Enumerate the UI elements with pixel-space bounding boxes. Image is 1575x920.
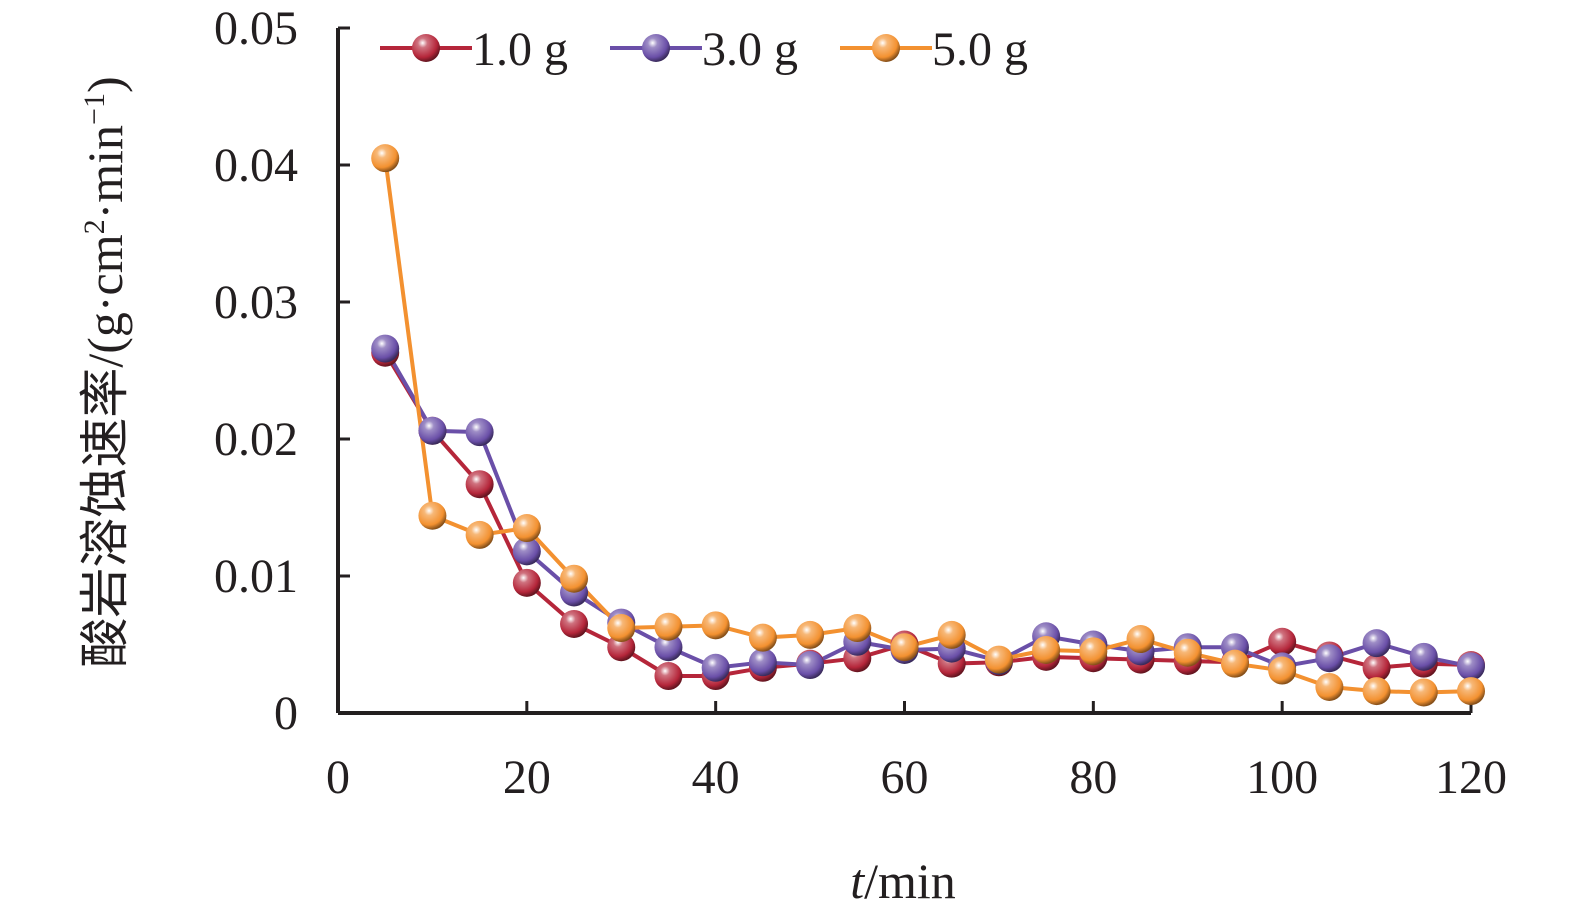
data-point-series-1 <box>560 609 589 638</box>
series-lines <box>383 157 1472 695</box>
legend-label-2: 3.0 g <box>702 23 798 76</box>
data-point-series-1 <box>512 568 541 597</box>
series-line-3 <box>383 157 1472 695</box>
y-tick-label: 0.05 <box>214 2 298 55</box>
data-point-series-3 <box>796 620 825 649</box>
series-markers <box>371 144 1485 707</box>
x-tick-label: 100 <box>1246 751 1318 804</box>
data-point-series-3 <box>748 623 777 652</box>
data-point-series-3 <box>418 501 447 530</box>
data-point-series-3 <box>1079 637 1108 666</box>
data-point-series-1 <box>1362 653 1391 682</box>
data-point-series-1 <box>465 470 494 499</box>
x-tick-label: 20 <box>503 751 551 804</box>
data-point-series-2 <box>1315 644 1344 673</box>
y-axis-title-sup-1: 2 <box>78 219 111 234</box>
y-axis-title-mid: ·min <box>77 125 133 219</box>
data-point-series-3 <box>607 614 636 643</box>
data-point-series-3 <box>654 612 683 641</box>
data-point-series-3 <box>465 520 494 549</box>
x-axis-title: t/min <box>850 853 956 909</box>
data-point-series-3 <box>1268 656 1297 685</box>
data-point-series-3 <box>984 645 1013 674</box>
y-axis-title-sup-2: −1 <box>78 93 111 125</box>
series-line-2 <box>383 347 1472 670</box>
y-tick-label: 0.04 <box>214 139 298 192</box>
data-point-series-3 <box>1409 678 1438 707</box>
y-tick-label: 0.01 <box>214 550 298 603</box>
y-axis-title-end: ) <box>77 76 133 93</box>
y-axis-title: 酸岩溶蚀速率/(g·cm2·min−1) <box>77 76 133 667</box>
x-axis-title-unit: /min <box>864 853 956 909</box>
data-point-series-1 <box>654 662 683 691</box>
data-point-series-3 <box>1126 625 1155 654</box>
data-point-series-3 <box>890 633 919 662</box>
data-point-series-3 <box>1362 677 1391 706</box>
data-point-series-3 <box>560 564 589 593</box>
data-point-series-2 <box>796 651 825 680</box>
data-point-series-2 <box>418 416 447 445</box>
y-tick-label: 0.03 <box>214 276 298 329</box>
data-point-series-3 <box>937 620 966 649</box>
y-axis-title-main: 酸岩溶蚀速率/(g·cm <box>77 234 133 667</box>
legend-label-1: 1.0 g <box>472 23 568 76</box>
x-tick-label: 120 <box>1435 751 1507 804</box>
data-point-series-3 <box>1173 638 1202 667</box>
data-point-series-3 <box>701 611 730 640</box>
x-tick-label: 40 <box>692 751 740 804</box>
data-point-series-2 <box>1409 642 1438 671</box>
y-tick-label: 0.02 <box>214 413 298 466</box>
data-point-series-3 <box>1032 635 1061 664</box>
legend-marker-2 <box>642 34 670 62</box>
data-point-series-3 <box>1315 672 1344 701</box>
data-point-series-3 <box>512 514 541 543</box>
data-point-series-3 <box>843 614 872 643</box>
x-tick-label: 0 <box>326 751 350 804</box>
data-point-series-2 <box>701 653 730 682</box>
data-point-series-2 <box>371 334 400 363</box>
data-point-series-2 <box>654 633 683 662</box>
data-point-series-2 <box>512 537 541 566</box>
data-point-series-3 <box>1220 649 1249 678</box>
legend-marker-1 <box>412 34 440 62</box>
data-point-series-2 <box>1457 652 1485 681</box>
y-tick-label: 0 <box>274 687 298 740</box>
x-axis-title-variable: t <box>850 853 865 909</box>
series-line-1 <box>383 351 1472 679</box>
data-point-series-2 <box>748 648 777 677</box>
x-tick-label: 80 <box>1069 751 1117 804</box>
data-point-series-2 <box>465 418 494 447</box>
data-point-series-1 <box>607 633 636 662</box>
axes: 0 0.01 0.02 0.03 0.04 0.05 0 20 40 60 80 100 120 <box>214 2 1507 804</box>
data-point-series-3 <box>1457 677 1485 706</box>
x-tick-label: 60 <box>881 751 929 804</box>
data-point-series-1 <box>1268 627 1297 656</box>
data-point-series-2 <box>1362 629 1391 658</box>
data-point-series-3 <box>371 144 400 173</box>
legend-label-3: 5.0 g <box>932 23 1028 76</box>
legend: 1.0 g 3.0 g 5.0 g <box>380 23 1028 76</box>
legend-marker-3 <box>872 34 900 62</box>
